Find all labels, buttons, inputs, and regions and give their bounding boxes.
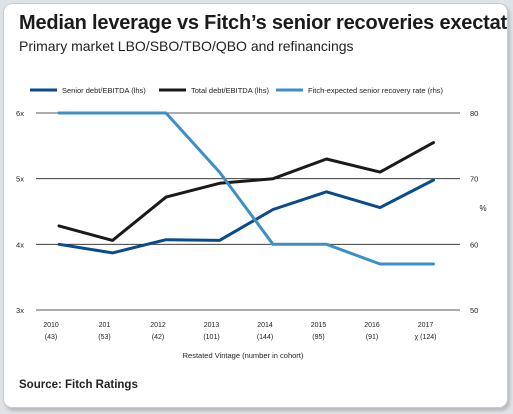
x-tick-label: 2017 <box>418 322 434 329</box>
series-line <box>57 178 435 255</box>
chart-title: Median leverage vs Fitch’s senior recove… <box>19 12 508 34</box>
y-tick-label: 4x <box>16 240 24 249</box>
x-tick-cohort: (91) <box>366 334 378 341</box>
legend-label: Fitch-expected senior recovery rate (rhs… <box>308 86 444 95</box>
y2-tick-label: 50 <box>470 306 478 315</box>
x-tick-cohort: (42) <box>152 334 164 341</box>
x-tick-cohort: (101) <box>203 334 219 341</box>
x-tick-label: 2010 <box>43 322 59 329</box>
y-tick-label: 3x <box>16 306 24 315</box>
legend-label: Total debt/EBITDA (lhs) <box>191 86 269 95</box>
y-tick-label: 6x <box>16 109 24 118</box>
x-tick-label: 2012 <box>150 322 166 329</box>
y2-tick-label: 70 <box>470 175 478 184</box>
x-tick-cohort: (43) <box>45 334 57 341</box>
y2-tick-label: 60 <box>470 240 478 249</box>
x-tick-cohort: (53) <box>98 334 110 341</box>
y2-axis-label: % <box>479 204 486 213</box>
x-tick-label: 2013 <box>204 322 220 329</box>
x-tick-label: 2015 <box>311 322 327 329</box>
x-tick-cohort: (144) <box>257 334 273 341</box>
chart-subtitle: Primary market LBO/SBO/TBO/QBO and refin… <box>19 38 354 54</box>
source-note: Source: Fitch Ratings <box>19 379 138 391</box>
y2-tick-label: 80 <box>470 109 478 118</box>
y-tick-label: 5x <box>16 175 24 184</box>
x-tick-label: 2014 <box>257 322 273 329</box>
series-line <box>57 141 435 242</box>
x-axis-label: Restated Vintage (number in cohort) <box>183 351 304 360</box>
x-tick-label: 2016 <box>364 322 380 329</box>
chart-card: Median leverage vs Fitch’s senior recove… <box>3 3 508 408</box>
x-tick-label: 201 <box>99 322 111 329</box>
series-line <box>57 111 435 266</box>
legend-label: Senior debt/EBITDA (lhs) <box>62 86 146 95</box>
x-tick-cohort: χ (124) <box>415 334 437 341</box>
x-tick-cohort: (95) <box>312 334 324 341</box>
